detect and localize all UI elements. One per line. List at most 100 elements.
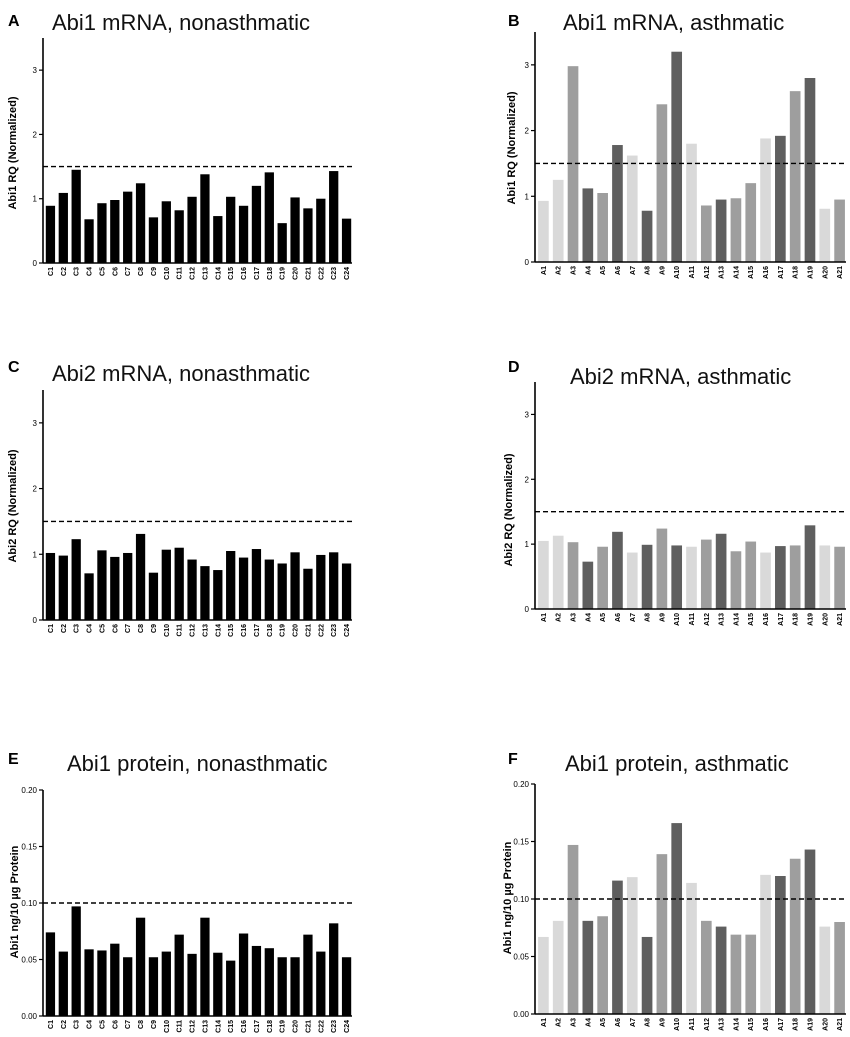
- bar-c19: [277, 957, 287, 1016]
- y-tick-label-d: 2: [525, 475, 530, 484]
- x-tick-label-a19: A19: [807, 613, 814, 626]
- x-tick-label-c21: C21: [305, 1020, 312, 1033]
- panel-letter-c: C: [8, 359, 20, 376]
- x-tick-label-a12: A12: [704, 266, 711, 279]
- x-tick-label-c15: C15: [228, 624, 235, 637]
- bar-c14: [213, 216, 223, 263]
- bar-c6: [110, 556, 120, 620]
- bar-c8: [135, 917, 146, 1016]
- bar-c6: [110, 943, 120, 1016]
- y-tick-label-e: 0.10: [21, 899, 37, 908]
- bar-a11: [686, 882, 697, 1014]
- bar-c2: [58, 555, 68, 620]
- x-tick-label-c11: C11: [177, 624, 184, 637]
- bar-c9: [148, 572, 159, 620]
- x-tick-label-c22: C22: [318, 1020, 325, 1033]
- bar-c5: [97, 550, 107, 620]
- bar-a9: [656, 104, 668, 263]
- x-tick-label-a6: A6: [615, 1018, 622, 1027]
- x-tick-label-c12: C12: [190, 624, 197, 637]
- panel-c: C Abi2 mRNA, nonasthmatic Abi2 RQ (Norma…: [7, 359, 352, 637]
- bar-c21: [303, 208, 313, 263]
- bar-c21: [303, 934, 313, 1016]
- bar-a7: [626, 155, 638, 262]
- panel-title-a: Abi1 mRNA, nonasthmatic: [52, 10, 310, 35]
- x-tick-label-a16: A16: [763, 613, 770, 626]
- x-tick-label-a13: A13: [719, 613, 726, 626]
- x-tick-label-c18: C18: [267, 1020, 274, 1033]
- bar-c15: [226, 960, 236, 1016]
- x-tick-label-a15: A15: [748, 613, 755, 626]
- bar-a18: [789, 545, 801, 609]
- x-tick-label-c9: C9: [151, 1020, 158, 1029]
- bar-a13: [715, 926, 727, 1014]
- bar-a7: [626, 877, 638, 1014]
- x-tick-label-a6: A6: [615, 266, 622, 275]
- x-tick-label-c8: C8: [138, 1020, 145, 1029]
- bar-c7: [123, 957, 133, 1016]
- bar-c22: [316, 951, 326, 1016]
- x-tick-label-c7: C7: [125, 267, 132, 276]
- x-tick-label-a14: A14: [733, 613, 740, 626]
- bar-a5: [597, 546, 608, 609]
- bar-a18: [789, 91, 801, 263]
- bar-c12: [187, 559, 197, 620]
- bar-a3: [567, 66, 579, 263]
- y-tick-label-d: 0: [525, 605, 530, 614]
- panel-letter-a: A: [8, 13, 20, 30]
- x-tick-label-a12: A12: [704, 613, 711, 626]
- panel-d: D Abi2 mRNA, asthmatic Abi2 RQ (Normaliz…: [503, 359, 846, 626]
- bar-a19: [804, 78, 816, 262]
- x-tick-label-c10: C10: [164, 1020, 171, 1033]
- x-tick-label-a4: A4: [585, 613, 592, 622]
- x-tick-label-a14: A14: [733, 266, 740, 279]
- bar-c20: [290, 197, 300, 263]
- bar-a8: [641, 544, 653, 609]
- bar-a10: [671, 51, 683, 262]
- plot-area-b: 0 1 2 3 A1 A2 A3 A4 A5 A6 A7 A8 A9 A10 A11 A12 A13 A14 A15…: [525, 32, 846, 279]
- x-tick-label-a11: A11: [689, 266, 696, 279]
- x-tick-label-c14: C14: [215, 267, 222, 280]
- bar-a16: [760, 138, 771, 262]
- x-tick-label-c21: C21: [305, 267, 312, 280]
- x-tick-label-a11: A11: [689, 613, 696, 626]
- plot-area-a: 0 1 2 3 C1 C2 C3 C4 C5 C6 C7 C8 C9 C10 C11 C12 C13 C14 C15…: [33, 38, 352, 280]
- y-tick-label-f: 0.00: [513, 1010, 529, 1019]
- bar-a10: [671, 545, 683, 609]
- x-tick-label-a1: A1: [541, 1018, 548, 1027]
- bar-c23: [329, 552, 339, 620]
- bar-a2: [552, 179, 564, 262]
- bar-a12: [700, 920, 712, 1014]
- x-tick-label-a17: A17: [778, 266, 785, 279]
- x-tick-label-a3: A3: [571, 266, 578, 275]
- bar-a20: [819, 208, 831, 262]
- x-tick-label-c19: C19: [280, 624, 287, 637]
- plot-area-c: 0 1 2 3 C1 C2 C3 C4 C5 C6 C7 C8 C9 C10 C11 C12 C13 C14 C15…: [33, 390, 352, 637]
- panel-b: B Abi1 mRNA, asthmatic Abi1 RQ (Normaliz…: [506, 10, 846, 279]
- x-tick-label-a19: A19: [807, 1018, 814, 1031]
- x-tick-label-c12: C12: [190, 267, 197, 280]
- x-tick-label-c4: C4: [87, 1020, 94, 1029]
- x-tick-label-c1: C1: [48, 624, 55, 633]
- x-tick-label-c21: C21: [305, 624, 312, 637]
- bar-c7: [123, 191, 133, 263]
- y-tick-label-a: 3: [33, 66, 38, 75]
- x-tick-label-c8: C8: [138, 624, 145, 633]
- bar-c16: [238, 205, 249, 263]
- y-tick-label-b: 3: [525, 61, 530, 70]
- x-tick-label-c16: C16: [241, 624, 248, 637]
- panel-letter-d: D: [508, 359, 520, 376]
- x-tick-label-c8: C8: [138, 267, 145, 276]
- y-tick-label-c: 0: [33, 616, 38, 625]
- bar-c21: [303, 568, 313, 620]
- bar-c1: [45, 552, 56, 620]
- bar-c5: [97, 950, 107, 1016]
- x-tick-label-c11: C11: [177, 1020, 184, 1033]
- x-tick-label-c5: C5: [99, 267, 106, 276]
- y-axis-label-e: Abi1 ng/10 µg Protein: [9, 845, 21, 958]
- x-tick-label-a15: A15: [748, 1018, 755, 1031]
- bar-a19: [804, 849, 816, 1014]
- x-tick-label-a20: A20: [822, 1018, 829, 1031]
- x-tick-label-c12: C12: [190, 1020, 197, 1033]
- x-tick-label-c13: C13: [202, 1020, 209, 1033]
